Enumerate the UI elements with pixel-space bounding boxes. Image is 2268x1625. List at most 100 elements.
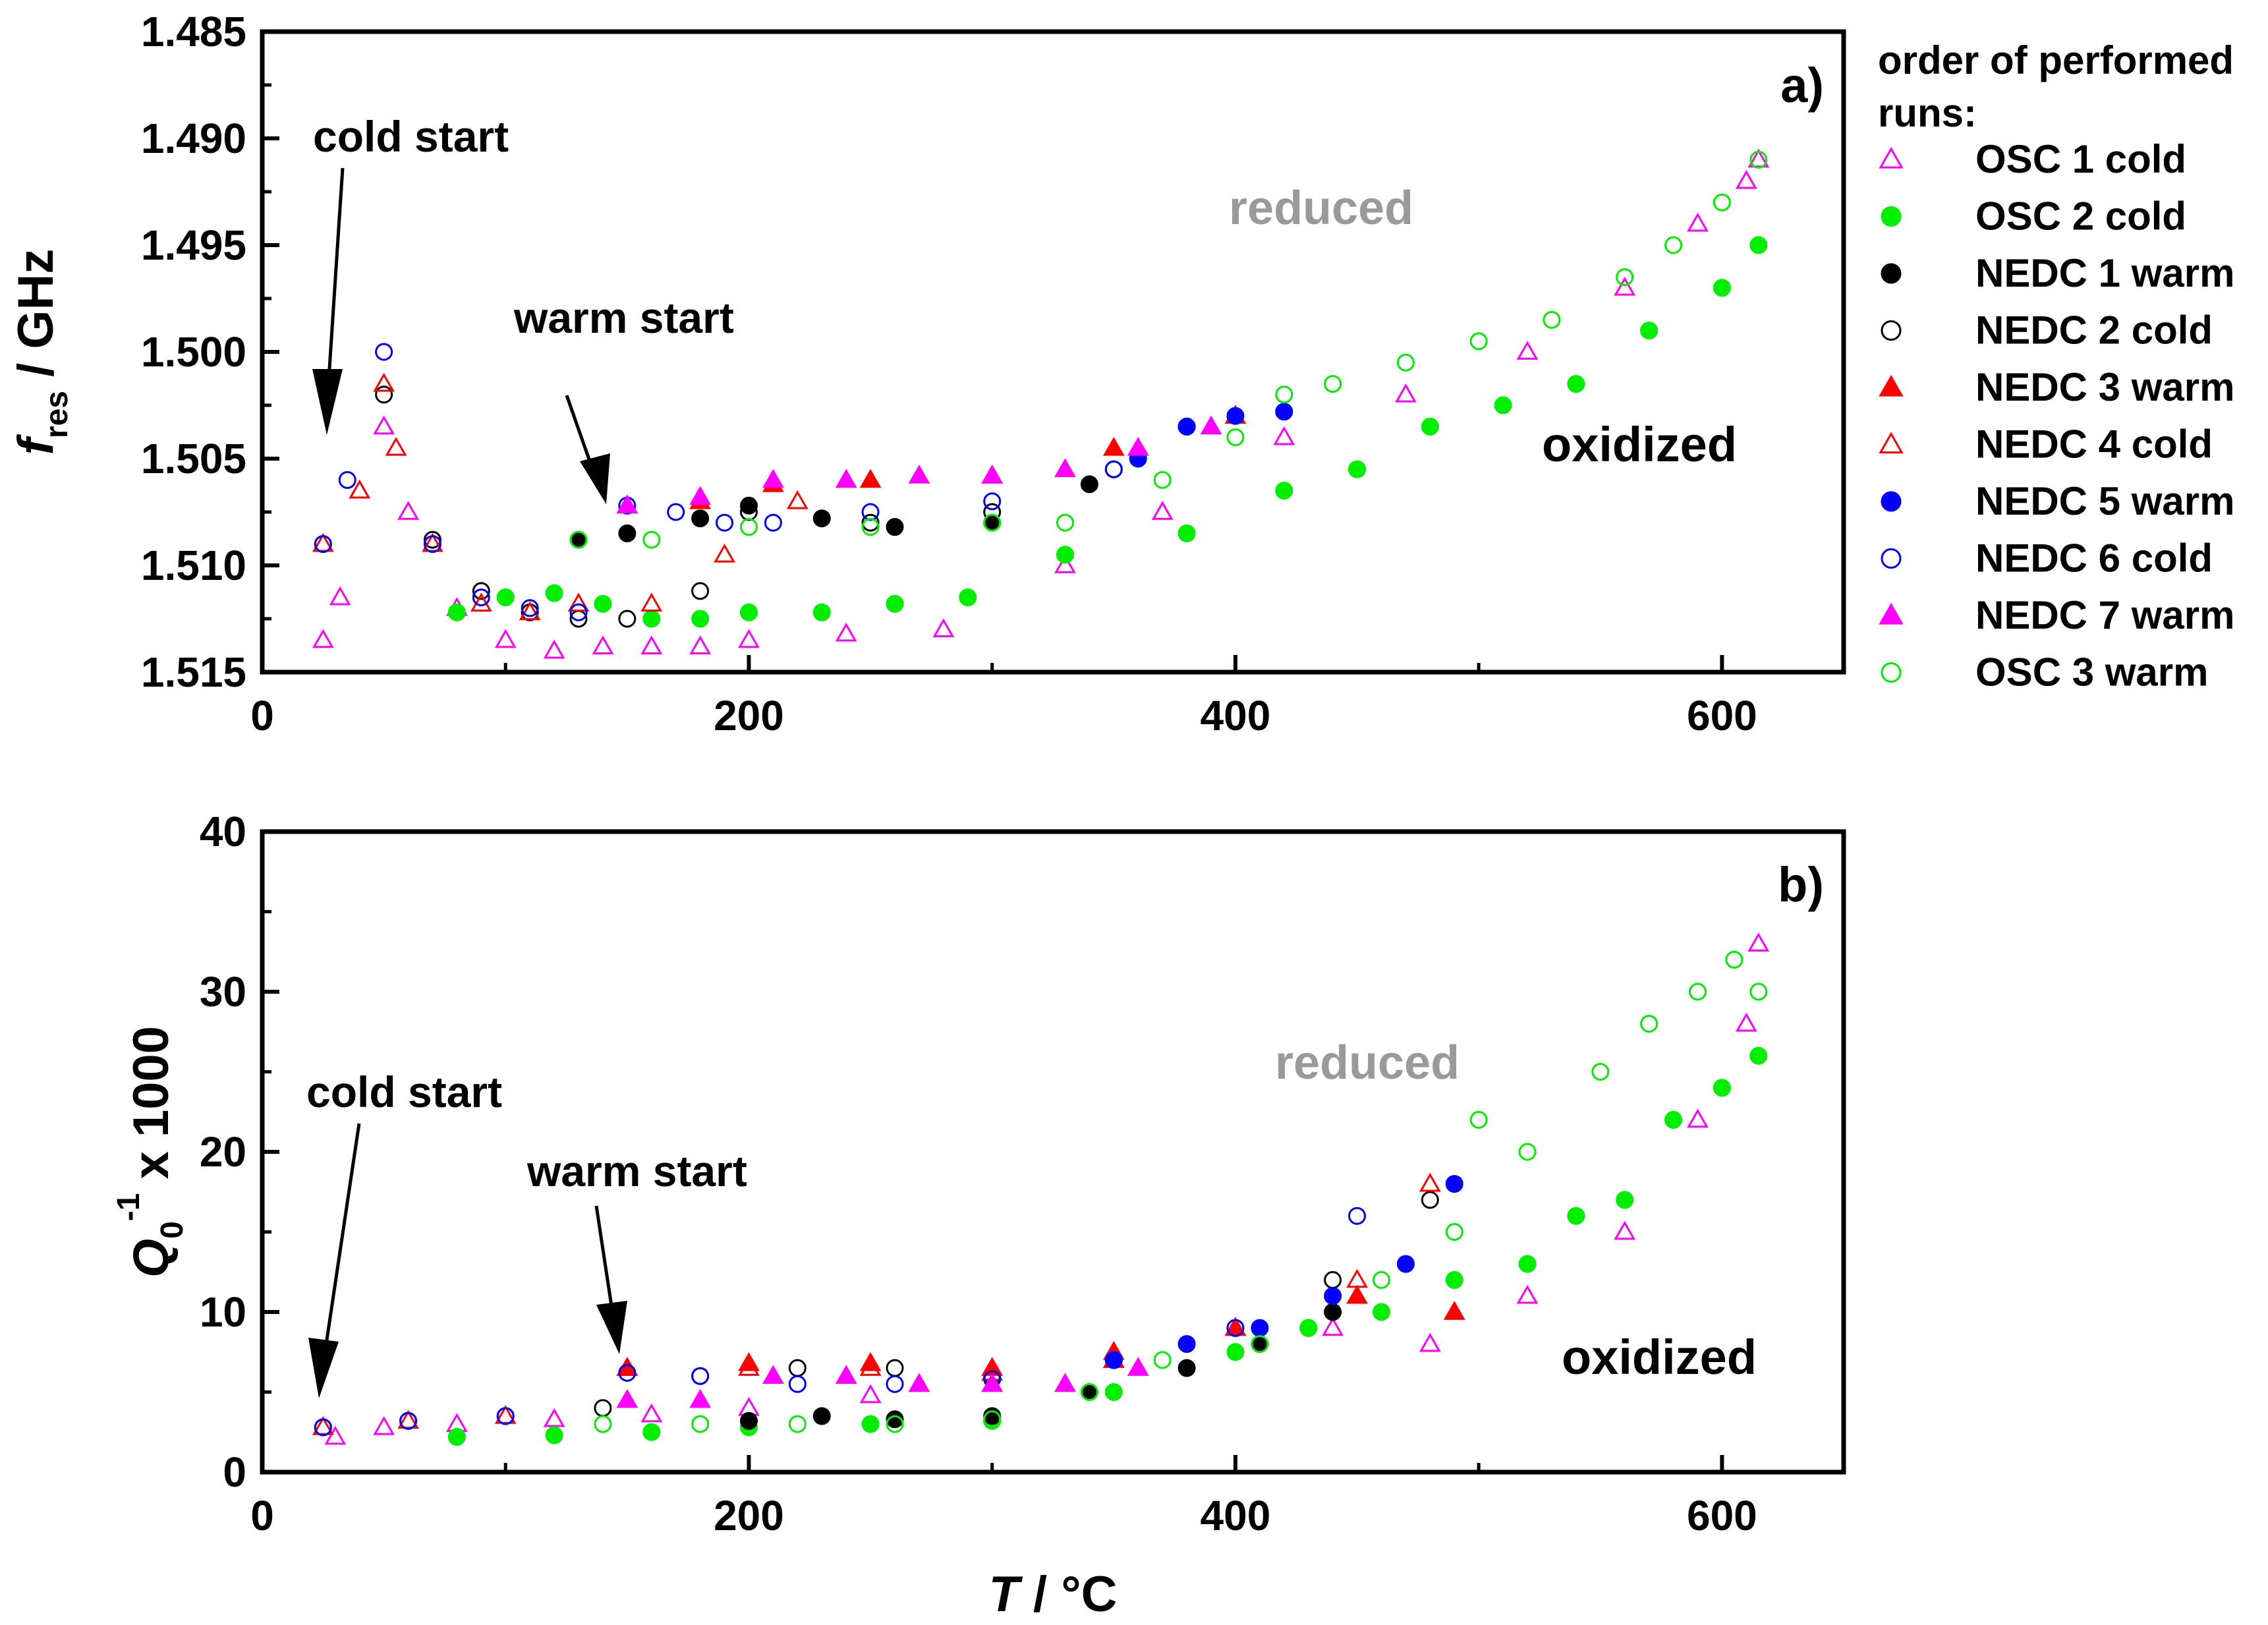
panel-a-point-osc-2-cold bbox=[959, 588, 977, 607]
panel-a-point-osc-1-cold bbox=[1735, 169, 1757, 189]
panel-b-series-nedc-5-warm bbox=[1104, 1175, 1463, 1369]
panel-b-oxidized-label: oxidized bbox=[1562, 1330, 1757, 1384]
panel-a-point-nedc-6-cold bbox=[338, 470, 356, 489]
panel-a-point-nedc-6-cold bbox=[983, 492, 1002, 511]
panel-b-point-nedc-3-warm bbox=[859, 1352, 882, 1371]
panel-a-point-osc-2-cold bbox=[545, 584, 563, 602]
legend-label-nedc-1-warm: NEDC 1 warm bbox=[1975, 251, 2234, 295]
panel-a-point-nedc-7-warm bbox=[1200, 415, 1222, 435]
panel-b-point-osc-3-warm bbox=[1080, 1383, 1098, 1401]
panel-a-point-osc-1-cold bbox=[1614, 276, 1636, 296]
panel-a-point-osc-3-warm bbox=[1616, 268, 1634, 287]
panel-a-point-nedc-2-cold bbox=[983, 503, 1002, 521]
panel-b-point-nedc-7-warm bbox=[762, 1365, 784, 1384]
panel-b-point-nedc-6-cold bbox=[496, 1407, 515, 1425]
panel-b-point-nedc-7-warm bbox=[1054, 1373, 1076, 1392]
panel-a-y-tick-label: 1.515 bbox=[141, 648, 246, 696]
panel-a-point-nedc-6-cold bbox=[716, 513, 734, 532]
panel-b-point-nedc-6-cold bbox=[886, 1375, 904, 1393]
panel-a-point-nedc-1-warm bbox=[886, 518, 904, 536]
panel-a-point-osc-2-cold bbox=[447, 603, 466, 621]
panel-a-y-title-unit: / GHz bbox=[8, 249, 64, 391]
legend-marker-osc-1-cold bbox=[1879, 146, 1904, 169]
panel-b-point-nedc-6-cold bbox=[1104, 1351, 1123, 1369]
panel-a-point-nedc-7-warm bbox=[616, 494, 638, 514]
panel-a-point-osc-3-warm bbox=[739, 518, 758, 536]
panel-b-point-osc-3-warm bbox=[1725, 950, 1744, 969]
panel-a-point-nedc-4-cold bbox=[519, 601, 541, 621]
panel-b-y-title-main: Q bbox=[123, 1239, 179, 1278]
panel-a-point-osc-1-cold bbox=[373, 415, 395, 435]
panel-b-series-osc-2-cold bbox=[447, 1046, 1768, 1446]
panel-b-point-nedc-4-cold bbox=[312, 1416, 334, 1435]
panel-b-warm-start-arrowhead bbox=[596, 1301, 627, 1354]
panel-a-point-osc-1-cold bbox=[1394, 383, 1417, 403]
legend-marker-nedc-1-warm bbox=[1881, 263, 1902, 284]
legend-entry-osc-1-cold: OSC 1 cold bbox=[1879, 137, 2186, 181]
panel-a-point-osc-2-cold bbox=[812, 603, 831, 621]
panel-a-point-osc-1-cold bbox=[835, 622, 857, 642]
panel-a-point-nedc-6-cold bbox=[314, 535, 332, 554]
panel-b-point-nedc-2-cold bbox=[1324, 1270, 1342, 1289]
panel-a-point-nedc-7-warm bbox=[981, 465, 1004, 484]
panel-b-point-osc-1-cold bbox=[1516, 1284, 1539, 1304]
panel-b-point-osc-1-cold bbox=[1735, 1012, 1757, 1032]
panel-a-y-tick-label: 1.505 bbox=[141, 435, 246, 482]
panel-a-point-osc-2-cold bbox=[1640, 322, 1658, 340]
panel-b-point-osc-2-cold bbox=[642, 1423, 661, 1441]
legend-label-nedc-2-cold: NEDC 2 cold bbox=[1975, 308, 2213, 353]
x-axis-title: T / °C bbox=[988, 1566, 1117, 1622]
x-title-unit: / °C bbox=[1019, 1566, 1118, 1622]
panel-a-label: a) bbox=[1780, 58, 1824, 113]
panel-b-x-tick-label: 0 bbox=[250, 1492, 274, 1539]
panel-b-series-nedc-4-cold bbox=[312, 1172, 1441, 1435]
legend-marker-nedc-5-warm bbox=[1881, 491, 1902, 512]
panel-b-point-nedc-6-cold bbox=[399, 1411, 418, 1430]
panel-b-x-tick-label: 400 bbox=[1201, 1492, 1271, 1539]
panel-a-point-osc-3-warm bbox=[569, 530, 588, 549]
panel-a-point-osc-2-cold bbox=[594, 594, 612, 613]
panel-b-point-nedc-5-warm bbox=[1396, 1255, 1415, 1273]
panel-a-point-osc-2-cold bbox=[1494, 396, 1512, 414]
panel-b-label: b) bbox=[1778, 857, 1824, 912]
panel-a-point-nedc-7-warm bbox=[1054, 458, 1076, 478]
panel-a-x-tick-label: 0 bbox=[250, 692, 274, 739]
legend: order of performed runs: OSC 1 cold OSC 2… bbox=[1878, 38, 2234, 695]
panel-a-y-tick-label: 1.495 bbox=[141, 221, 246, 269]
panel-a-series-osc-1-cold bbox=[312, 148, 1770, 659]
panel-b-point-nedc-4-cold bbox=[397, 1410, 419, 1429]
panel-a-series-nedc-7-warm bbox=[616, 415, 1222, 514]
legend-entry-nedc-4-cold: NEDC 4 cold bbox=[1879, 422, 2213, 467]
panel-b-point-osc-3-warm bbox=[1640, 1015, 1658, 1033]
panel-b-point-nedc-7-warm bbox=[689, 1388, 712, 1408]
panel-b-point-osc-1-cold bbox=[373, 1416, 395, 1435]
panel-b-point-nedc-6-cold bbox=[618, 1363, 637, 1382]
legend-label-osc-2-cold: OSC 2 cold bbox=[1975, 194, 2186, 239]
legend-label-nedc-3-warm: NEDC 3 warm bbox=[1975, 365, 2234, 409]
panel-b-ticks: 0 200 400 600 0 10 20 30 40 bbox=[200, 808, 1757, 1539]
panel-b-point-nedc-6-cold bbox=[788, 1375, 807, 1393]
panel-b-point-nedc-5-warm bbox=[1177, 1335, 1196, 1354]
panel-a-x-tick-label: 400 bbox=[1201, 692, 1271, 739]
panel-a-point-osc-3-warm bbox=[1396, 353, 1415, 372]
panel-b-y-tick-label: 0 bbox=[223, 1448, 246, 1496]
panel-b-point-nedc-4-cold bbox=[1419, 1172, 1441, 1192]
panel-a-point-osc-3-warm bbox=[1226, 428, 1245, 447]
panel-a-point-nedc-5-warm bbox=[1177, 417, 1196, 436]
panel-a-point-nedc-2-cold bbox=[691, 582, 710, 600]
panel-a-point-nedc-1-warm bbox=[739, 496, 758, 515]
panel-a-x-tick-label: 200 bbox=[714, 692, 784, 739]
panel-a-point-nedc-2-cold bbox=[861, 513, 880, 532]
panel-a-point-osc-1-cold bbox=[1151, 501, 1174, 520]
panel-b-point-nedc-1-warm bbox=[739, 1411, 758, 1430]
panel-a-point-osc-1-cold bbox=[1054, 554, 1076, 573]
panel-b-point-nedc-4-cold bbox=[494, 1405, 517, 1424]
panel-b-point-nedc-7-warm bbox=[616, 1388, 638, 1408]
panel-b-point-osc-2-cold bbox=[1713, 1079, 1731, 1097]
panel-b-point-osc-1-cold bbox=[859, 1384, 882, 1404]
panel-a-point-nedc-6-cold bbox=[861, 503, 880, 521]
panel-a-point-osc-2-cold bbox=[1749, 236, 1768, 254]
panel-b-point-osc-3-warm bbox=[594, 1415, 612, 1433]
